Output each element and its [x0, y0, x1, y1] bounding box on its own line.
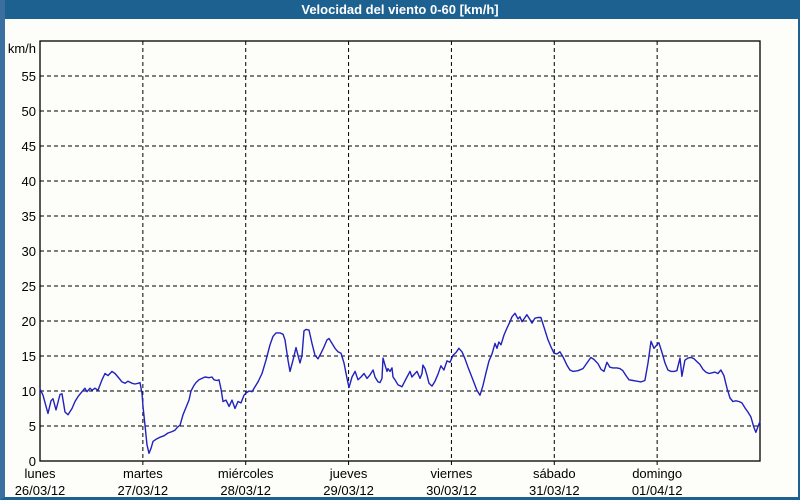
- x-day-date-label: 28/03/12: [220, 483, 271, 498]
- y-tick-label: 15: [22, 349, 36, 364]
- x-day-date-label: 29/03/12: [323, 483, 374, 498]
- x-day-date-label: 31/03/12: [529, 483, 580, 498]
- x-day-date-label: 01/04/12: [632, 483, 683, 498]
- chart-title-bar: Velocidad del viento 0-60 [km/h]: [5, 0, 798, 19]
- y-tick-label: 10: [22, 384, 36, 399]
- y-tick-label: 5: [29, 419, 36, 434]
- y-tick-label: 45: [22, 139, 36, 154]
- y-tick-label: 20: [22, 314, 36, 329]
- y-tick-label: 55: [22, 69, 36, 84]
- x-day-date-label: 27/03/12: [118, 483, 169, 498]
- x-day-name-label: martes: [123, 466, 163, 481]
- x-day-name-label: viernes: [430, 466, 472, 481]
- wind-series-line: [39, 312, 761, 454]
- y-tick-label: 40: [22, 174, 36, 189]
- x-day-date-label: 30/03/12: [426, 483, 477, 498]
- x-day-date-label: 26/03/12: [15, 483, 66, 498]
- y-tick-label: 50: [22, 104, 36, 119]
- x-day-name-label: lunes: [24, 466, 56, 481]
- plot-border: [39, 40, 761, 462]
- x-day-name-label: miércoles: [218, 466, 274, 481]
- chart-title: Velocidad del viento 0-60 [km/h]: [301, 2, 499, 17]
- y-tick-label: 0: [29, 454, 36, 469]
- x-day-name-label: jueves: [329, 466, 368, 481]
- x-day-name-label: sábado: [533, 466, 576, 481]
- y-axis-label: km/h: [8, 41, 36, 56]
- y-tick-label: 30: [22, 244, 36, 259]
- y-tick-label: 35: [22, 209, 36, 224]
- y-tick-label: 25: [22, 279, 36, 294]
- x-day-name-label: domingo: [632, 466, 682, 481]
